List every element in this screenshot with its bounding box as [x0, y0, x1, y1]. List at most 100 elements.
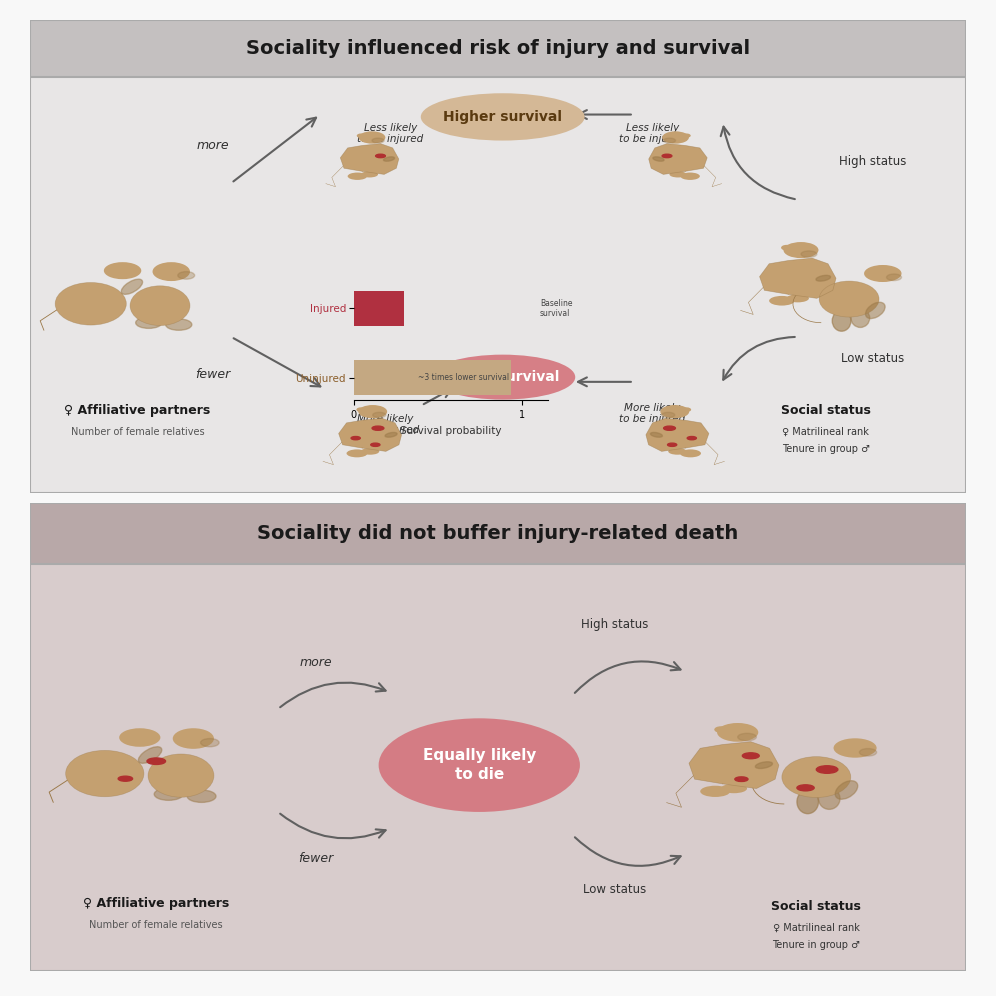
- Ellipse shape: [851, 309, 870, 328]
- Ellipse shape: [347, 449, 368, 457]
- Ellipse shape: [200, 739, 219, 747]
- Text: ♀ Affiliative partners: ♀ Affiliative partners: [83, 896, 229, 909]
- Text: Baseline
survival: Baseline survival: [540, 299, 573, 318]
- Ellipse shape: [130, 286, 190, 326]
- Ellipse shape: [373, 426, 383, 430]
- Ellipse shape: [782, 757, 851, 798]
- Ellipse shape: [787, 295, 809, 303]
- Bar: [354, 291, 404, 326]
- Text: more: more: [299, 655, 332, 668]
- Ellipse shape: [735, 777, 748, 782]
- Ellipse shape: [430, 355, 576, 399]
- FancyBboxPatch shape: [30, 503, 966, 971]
- Ellipse shape: [663, 426, 675, 430]
- Ellipse shape: [361, 448, 379, 455]
- Text: Tenure in group ♂: Tenure in group ♂: [782, 444, 870, 454]
- Text: fewer: fewer: [195, 369, 230, 381]
- Ellipse shape: [178, 272, 194, 279]
- Ellipse shape: [687, 436, 696, 440]
- Ellipse shape: [359, 405, 387, 418]
- Ellipse shape: [359, 131, 385, 143]
- Ellipse shape: [834, 738, 876, 758]
- Text: more: more: [196, 138, 229, 151]
- Text: Number of female relatives: Number of female relatives: [71, 426, 204, 436]
- Ellipse shape: [662, 131, 689, 143]
- Text: Less likely
to be injured: Less likely to be injured: [358, 123, 423, 144]
- Ellipse shape: [682, 407, 691, 412]
- Ellipse shape: [662, 154, 672, 157]
- Text: Equally likely
to die: Equally likely to die: [422, 748, 536, 782]
- Ellipse shape: [357, 407, 366, 412]
- Ellipse shape: [886, 274, 901, 281]
- Ellipse shape: [797, 785, 814, 791]
- Ellipse shape: [866, 302, 885, 319]
- Ellipse shape: [680, 172, 700, 180]
- Ellipse shape: [721, 784, 747, 793]
- Ellipse shape: [66, 750, 143, 797]
- X-axis label: Survival probability: Survival probability: [400, 425, 501, 435]
- Ellipse shape: [669, 171, 686, 177]
- Text: Number of female relatives: Number of female relatives: [90, 920, 223, 930]
- Ellipse shape: [668, 448, 686, 455]
- Text: Social status: Social status: [781, 403, 871, 416]
- Text: Less likely
to be injured: Less likely to be injured: [620, 123, 685, 144]
- Ellipse shape: [348, 172, 368, 180]
- Ellipse shape: [781, 245, 792, 250]
- Text: Lower survival: Lower survival: [445, 371, 560, 384]
- Text: ♀ Matrilineal rank: ♀ Matrilineal rank: [782, 426, 870, 436]
- Ellipse shape: [836, 781, 858, 799]
- Ellipse shape: [769, 296, 795, 306]
- Ellipse shape: [357, 133, 366, 137]
- Ellipse shape: [833, 311, 851, 332]
- Ellipse shape: [352, 436, 361, 440]
- Ellipse shape: [378, 718, 580, 812]
- Ellipse shape: [653, 156, 664, 161]
- Ellipse shape: [784, 242, 819, 258]
- Polygon shape: [339, 418, 401, 451]
- Ellipse shape: [680, 449, 701, 457]
- Ellipse shape: [122, 279, 142, 295]
- Ellipse shape: [682, 133, 690, 137]
- Ellipse shape: [385, 432, 397, 437]
- Ellipse shape: [714, 726, 727, 733]
- Bar: [354, 361, 511, 395]
- Ellipse shape: [797, 790, 819, 814]
- Text: High status: High status: [839, 155, 906, 168]
- Text: Higher survival: Higher survival: [443, 110, 562, 124]
- Ellipse shape: [667, 443, 676, 446]
- Ellipse shape: [816, 275, 831, 281]
- Ellipse shape: [717, 723, 758, 742]
- Ellipse shape: [165, 319, 192, 331]
- Ellipse shape: [373, 412, 385, 417]
- Ellipse shape: [135, 317, 162, 329]
- Polygon shape: [646, 418, 709, 451]
- Text: More likely
to be injured: More likely to be injured: [620, 402, 685, 424]
- Ellipse shape: [661, 412, 674, 417]
- Ellipse shape: [742, 753, 759, 759]
- Text: Sociality influenced risk of injury and survival: Sociality influenced risk of injury and …: [246, 39, 750, 58]
- Ellipse shape: [372, 138, 384, 143]
- Polygon shape: [341, 143, 398, 174]
- Text: ♀ Matrilineal rank: ♀ Matrilineal rank: [773, 922, 860, 932]
- Ellipse shape: [104, 262, 141, 279]
- Ellipse shape: [663, 138, 675, 143]
- Text: More likely
to be injured: More likely to be injured: [353, 413, 418, 435]
- Text: Sociality did not buffer injury-related death: Sociality did not buffer injury-related …: [257, 524, 739, 543]
- Ellipse shape: [187, 790, 216, 803]
- Text: High status: High status: [582, 619, 648, 631]
- Polygon shape: [648, 143, 707, 174]
- FancyBboxPatch shape: [30, 20, 966, 493]
- Ellipse shape: [147, 758, 165, 765]
- Ellipse shape: [420, 94, 585, 140]
- Ellipse shape: [138, 747, 161, 763]
- Ellipse shape: [154, 788, 183, 801]
- Ellipse shape: [361, 171, 378, 177]
- Ellipse shape: [650, 432, 662, 437]
- Ellipse shape: [865, 265, 901, 282]
- Ellipse shape: [738, 733, 756, 741]
- Text: ~3 times lower survival: ~3 times lower survival: [417, 374, 509, 382]
- Text: fewer: fewer: [298, 853, 333, 866]
- FancyBboxPatch shape: [30, 20, 966, 77]
- Ellipse shape: [148, 754, 214, 797]
- Ellipse shape: [660, 405, 689, 418]
